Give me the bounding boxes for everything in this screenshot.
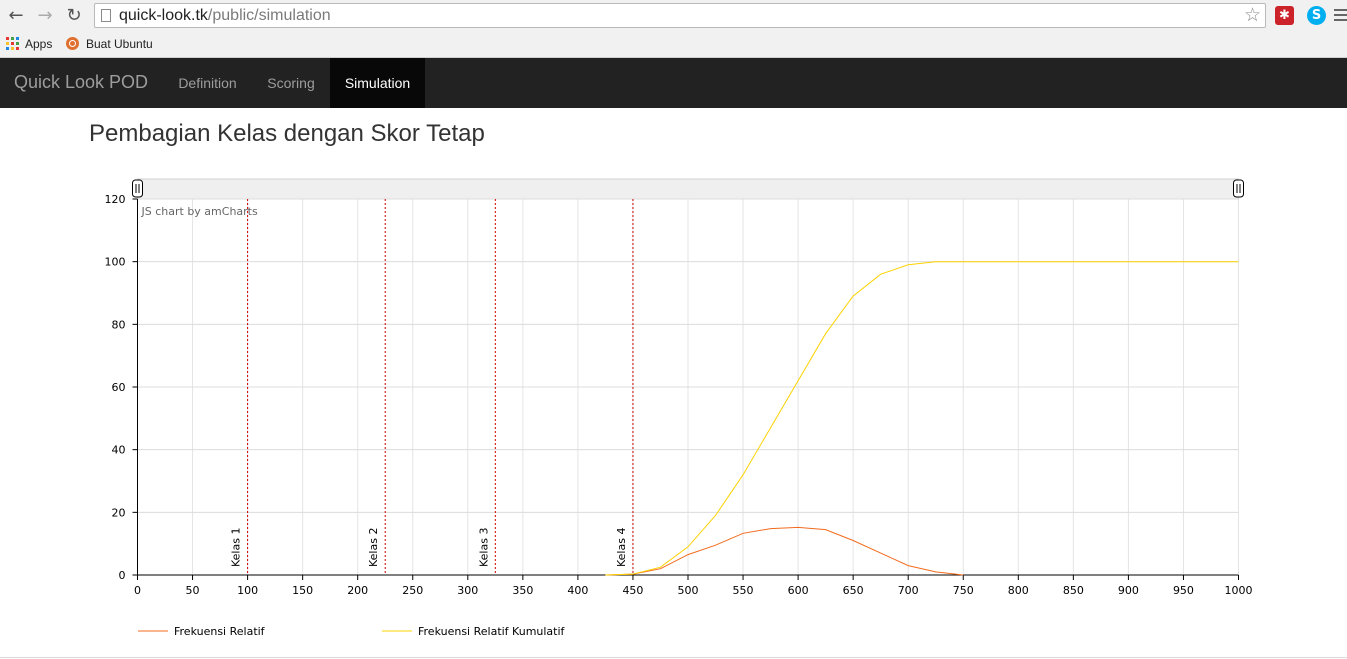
legend-label[interactable]: Frekuensi Relatif [174, 625, 266, 638]
app-navbar: Quick Look POD Definition Scoring Simula… [0, 58, 1347, 108]
apps-grid-icon [6, 37, 19, 50]
bookmark-star-icon[interactable]: ☆ [1243, 4, 1261, 26]
x-tick-label: 250 [402, 584, 423, 597]
x-tick-label: 600 [788, 584, 809, 597]
scrollbar-right-handle[interactable] [1233, 179, 1244, 198]
x-tick-label: 100 [237, 584, 258, 597]
browser-toolbar: ← → ↻ quick-look.tk/public/simulation ☆ … [0, 0, 1347, 32]
ubuntu-icon [66, 37, 79, 50]
guide-label: Kelas 3 [477, 528, 490, 567]
x-tick-label: 50 [186, 584, 200, 597]
url-path: /public/simulation [207, 7, 331, 24]
chart-container: 0 50 100 150 200 250 300 350 400 450 500 550 600 650 7… [80, 170, 1280, 650]
nav-item-simulation[interactable]: Simulation [330, 58, 425, 108]
browser-menu-icon[interactable] [1334, 9, 1347, 23]
line-chart: 0 50 100 150 200 250 300 350 400 450 500 550 600 650 7… [105, 178, 1253, 638]
guide-label: Kelas 2 [367, 528, 380, 567]
x-tick-label: 650 [843, 584, 864, 597]
x-tick-label: 150 [292, 584, 313, 597]
y-tick-label: 40 [112, 444, 126, 457]
x-tick-label: 450 [622, 584, 643, 597]
x-tick-label: 900 [1118, 584, 1139, 597]
y-tick-label: 20 [112, 506, 126, 519]
forward-arrow-icon[interactable]: → [37, 5, 53, 26]
address-bar[interactable]: quick-look.tk/public/simulation ☆ [94, 3, 1266, 28]
x-tick-label: 700 [898, 584, 919, 597]
page-divider [0, 657, 1347, 658]
bookmark-label: Buat Ubuntu [86, 37, 153, 51]
y-tick-label: 100 [105, 256, 126, 269]
amcharts-credit[interactable]: JS chart by amCharts [141, 205, 258, 218]
navbar-brand[interactable]: Quick Look POD [14, 72, 149, 92]
scrollbar-left-handle[interactable] [132, 179, 143, 198]
page-icon [101, 9, 111, 22]
x-tick-label: 550 [733, 584, 754, 597]
x-tick-label: 300 [457, 584, 478, 597]
x-tick-label: 350 [512, 584, 533, 597]
lastpass-icon[interactable]: ✱ [1275, 6, 1294, 25]
legend-label[interactable]: Frekuensi Relatif Kumulatif [418, 625, 566, 638]
bookmark-label: Apps [25, 37, 53, 51]
guide-label: Kelas 1 [230, 528, 243, 567]
x-tick-label: 0 [134, 584, 141, 597]
x-tick-label: 400 [567, 584, 588, 597]
bookmark-buat-ubuntu[interactable]: Buat Ubuntu [66, 36, 153, 52]
chart-scrollbar[interactable] [137, 178, 1239, 200]
x-tick-label: 800 [1008, 584, 1029, 597]
back-arrow-icon[interactable]: ← [8, 5, 24, 26]
bookmark-apps[interactable]: Apps [6, 36, 52, 52]
x-tick-label: 1000 [1225, 584, 1253, 597]
x-tick-label: 200 [347, 584, 368, 597]
y-tick-label: 120 [105, 193, 126, 206]
skype-icon[interactable]: S [1307, 6, 1326, 25]
series-line-1 [605, 261, 1239, 576]
url-host: quick-look.tk [119, 7, 208, 24]
nav-item-scoring[interactable]: Scoring [267, 75, 315, 91]
y-tick-label: 60 [112, 381, 126, 394]
guide-label: Kelas 4 [615, 528, 628, 567]
reload-icon[interactable]: ↻ [66, 5, 82, 26]
x-tick-label: 850 [1063, 584, 1084, 597]
series-line-0 [605, 526, 964, 576]
bookmarks-bar: Apps Buat Ubuntu [0, 32, 1347, 58]
nav-item-definition[interactable]: Definition [178, 75, 237, 91]
y-tick-label: 0 [119, 569, 126, 582]
x-tick-label: 750 [953, 584, 974, 597]
y-tick-label: 80 [112, 318, 126, 331]
page-title: Pembagian Kelas dengan Skor Tetap [89, 120, 485, 147]
x-tick-label: 950 [1173, 584, 1194, 597]
x-tick-label: 500 [678, 584, 699, 597]
url-text: quick-look.tk/public/simulation [119, 7, 331, 25]
